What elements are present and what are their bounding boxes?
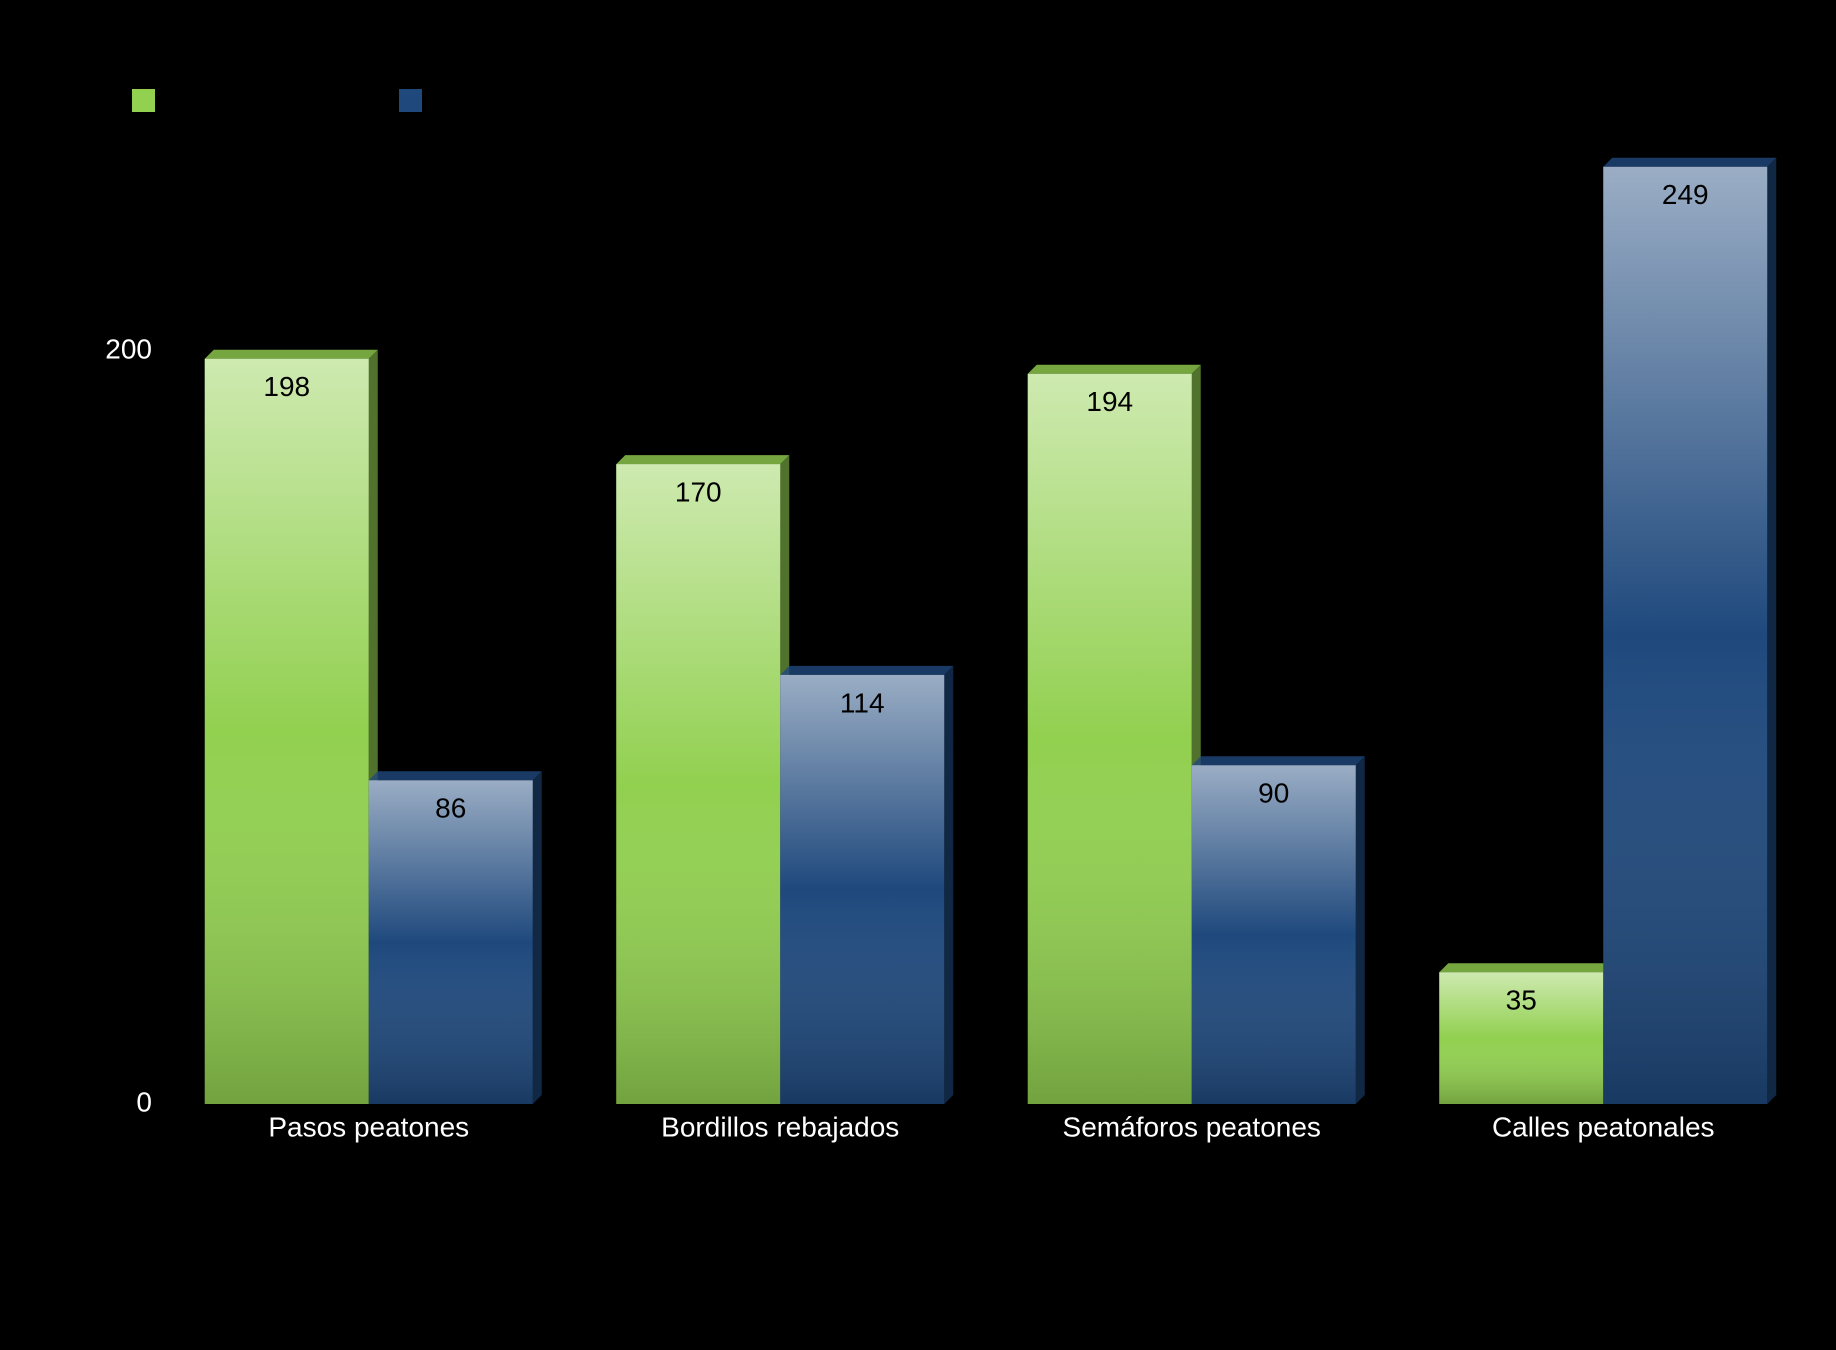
- x-tick-label: Pasos peatones: [268, 1111, 469, 1142]
- bar-side: [532, 771, 542, 1104]
- legend-swatch: [399, 89, 422, 112]
- bar-top: [1603, 157, 1777, 167]
- bar-shade: [204, 358, 369, 1104]
- bar-side: [944, 665, 954, 1104]
- data-label: 35: [1506, 985, 1537, 1016]
- bar-shade: [1603, 166, 1768, 1104]
- bar-shade: [616, 464, 781, 1104]
- x-tick-label: Calles peatonales: [1492, 1111, 1715, 1142]
- data-label: 90: [1258, 778, 1289, 809]
- bar-side: [1767, 157, 1777, 1104]
- bar-top: [368, 771, 542, 781]
- bar-side: [1355, 756, 1365, 1104]
- bar-top: [1439, 963, 1613, 973]
- data-label: 86: [435, 793, 466, 824]
- bar-shade: [1191, 765, 1356, 1104]
- y-tick-label: 0: [136, 1086, 152, 1117]
- data-label: 198: [263, 371, 310, 402]
- data-label: 170: [675, 477, 722, 508]
- bar-top: [1027, 364, 1201, 374]
- bar-shade: [780, 674, 945, 1104]
- data-label: 114: [840, 687, 885, 718]
- x-tick-label: Bordillos rebajados: [661, 1111, 899, 1142]
- bar-top: [780, 665, 954, 675]
- bar-top: [204, 349, 378, 359]
- legend-swatch: [132, 89, 155, 112]
- bar-shade: [1439, 972, 1604, 1104]
- bar-shade: [368, 780, 533, 1104]
- bar-top: [616, 455, 790, 465]
- data-label: 249: [1662, 179, 1709, 210]
- bar-top: [1191, 756, 1365, 766]
- bar-shade: [1027, 373, 1192, 1104]
- y-tick-label: 200: [105, 334, 152, 365]
- data-label: 194: [1086, 386, 1133, 417]
- x-tick-label: Semáforos peatones: [1063, 1111, 1321, 1142]
